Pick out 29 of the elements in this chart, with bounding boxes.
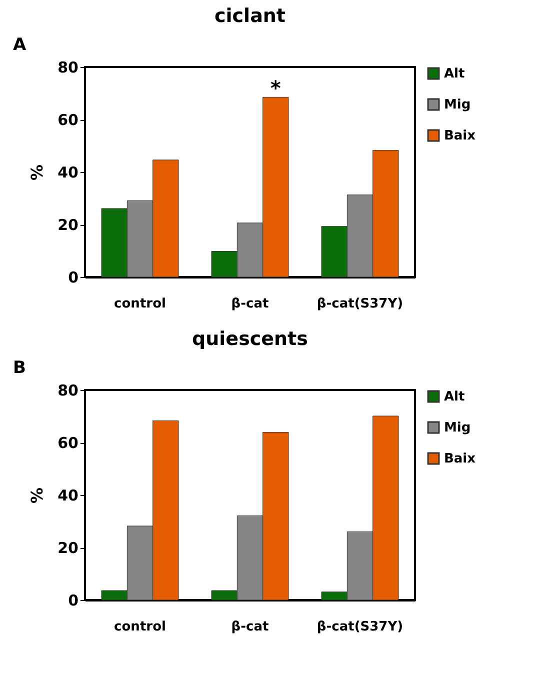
y-axis-title: % [28, 164, 47, 181]
x-tick-label: β-cat(S37Y) [316, 620, 404, 634]
legend-label: Baix [444, 452, 476, 466]
y-tick-label: 20 [58, 539, 78, 557]
y-tick-label: 0 [68, 268, 78, 286]
y-axis-title: % [28, 487, 47, 504]
x-tick-label: β-cat(S37Y) [316, 296, 404, 312]
y-tick-label: 40 [58, 164, 78, 182]
legend-label: Mig [444, 420, 471, 436]
y-tick-label: 0 [68, 592, 78, 610]
y-tick-label: 60 [58, 111, 78, 129]
chart-title: ciclant [214, 5, 286, 27]
y-tick-label: 80 [58, 382, 78, 400]
y-tick-label: 40 [58, 486, 78, 504]
text: A [13, 35, 27, 55]
legend-label: Alt [444, 66, 465, 82]
x-tick-label: control [114, 620, 166, 634]
y-tick-label: 20 [58, 216, 78, 234]
chart-title: quiescents [192, 328, 308, 350]
x-tick-label: β-cat [231, 620, 269, 634]
text: B [13, 358, 26, 378]
x-tick-label: control [114, 296, 166, 312]
legend-label: Mig [444, 98, 471, 112]
legend-label: Baix [444, 128, 476, 144]
annotation: * [270, 76, 282, 100]
x-tick-label: β-cat [231, 296, 269, 312]
legend-label: Alt [444, 390, 465, 404]
y-tick-label: 80 [58, 58, 78, 76]
y-tick-label: 60 [58, 434, 78, 452]
